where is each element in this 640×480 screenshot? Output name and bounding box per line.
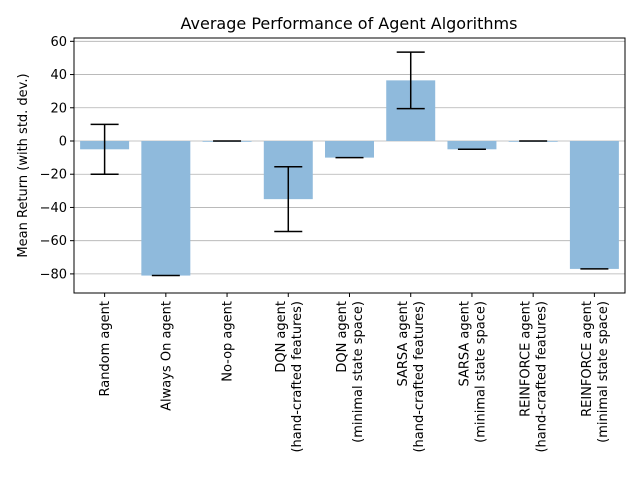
x-tick-label: (hand-crafted features)	[535, 301, 550, 453]
x-tick-label: (minimal state space)	[596, 301, 611, 443]
y-tick-label: 40	[50, 68, 67, 83]
y-tick-label: 0	[59, 134, 67, 149]
x-tick-label: No-op agent	[221, 301, 236, 382]
x-tick-label: Random agent	[98, 301, 113, 397]
x-tick-label: (hand-crafted features)	[412, 301, 427, 453]
chart-title: Average Performance of Agent Algorithms	[181, 14, 518, 33]
y-tick-label: −40	[40, 201, 67, 216]
x-tick-label: (minimal state space)	[351, 301, 366, 443]
x-tick-label: (minimal state space)	[473, 301, 488, 443]
x-tick-label: Always On agent	[159, 301, 174, 411]
y-tick-label: 60	[50, 35, 67, 50]
error-bars	[90, 51, 609, 277]
x-tick-label: REINFORCE agent	[580, 301, 595, 417]
bar	[447, 140, 497, 150]
x-tick-label: (hand-crafted features)	[290, 301, 305, 453]
y-tick-label: −80	[40, 267, 67, 282]
x-tick-label: DQN agent	[335, 301, 350, 373]
x-axis-ticks: Random agent Always On agent No-op agent DQ…	[98, 293, 611, 453]
x-tick-label: REINFORCE agent	[519, 301, 534, 417]
bar	[141, 140, 191, 276]
x-tick-label: SARSA agent	[396, 301, 411, 387]
x-tick-label: SARSA agent	[457, 301, 472, 387]
y-tick-label: −20	[40, 168, 67, 183]
bar	[569, 140, 619, 269]
bar	[325, 140, 374, 158]
y-axis-ticks: −80 −60 −40 −20 0 20 40 60	[40, 35, 74, 282]
y-tick-label: −60	[40, 234, 67, 249]
bars	[80, 80, 619, 276]
y-tick-label: 20	[50, 101, 67, 116]
y-axis-label: Mean Return (with std. dev.)	[16, 73, 31, 257]
x-tick-label: DQN agent	[274, 301, 289, 373]
